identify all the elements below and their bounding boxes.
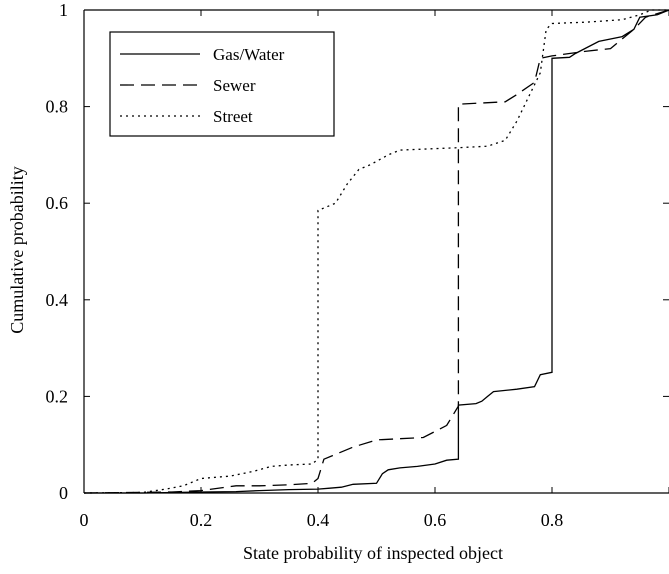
axes-layer: 00.20.40.60.8100.20.40.60.81: [46, 0, 669, 530]
y-tick-label: 0.8: [46, 97, 69, 117]
x-axis-label: State probability of inspected object: [243, 543, 503, 563]
legend-box: [109, 31, 335, 137]
y-tick-label: 1: [59, 0, 68, 20]
series-layer: [83, 9, 669, 494]
legend: Gas/Water Sewer Street: [109, 31, 335, 137]
x-tick-label: 0.2: [190, 510, 213, 530]
series-line-gas-water: [84, 9, 669, 494]
x-tick-label: 0: [80, 510, 89, 530]
x-tick-label: 0.6: [424, 510, 447, 530]
y-tick-label: 0.4: [46, 290, 69, 310]
x-tick-label: 0.8: [541, 510, 564, 530]
series-line-street: [83, 9, 669, 494]
y-tick-label: 0.6: [46, 193, 69, 213]
series-line-sewer: [83, 9, 669, 494]
y-tick-label: 0.2: [46, 386, 69, 406]
y-tick-label: 0: [59, 483, 68, 503]
x-tick-label: 0.4: [307, 510, 330, 530]
y-axis-label: Cumulative probability: [7, 166, 27, 333]
legend-label: Street: [213, 107, 253, 126]
legend-label: Gas/Water: [213, 45, 285, 64]
legend-label: Sewer: [213, 76, 256, 95]
